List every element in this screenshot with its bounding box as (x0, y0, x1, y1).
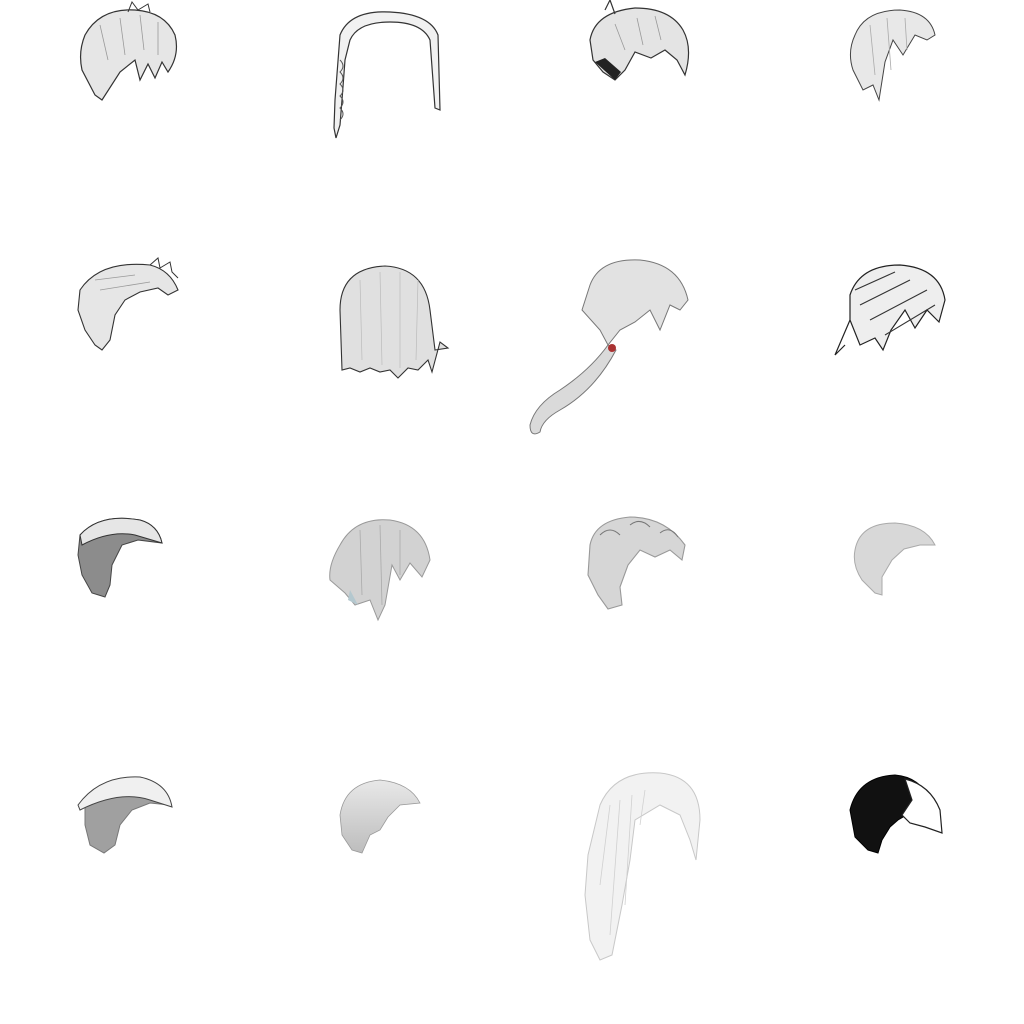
smooth-round-hair (300, 765, 540, 985)
messy-short-hair (40, 0, 280, 220)
long-flowing-hair (540, 765, 780, 985)
curly-tufted-hair (560, 505, 800, 725)
shaggy-gray-hair (300, 505, 540, 725)
spiky-bob-hair (555, 0, 795, 220)
smooth-cap-hair (820, 505, 1024, 725)
long-ponytail-hair (520, 250, 760, 470)
straight-bob-hair (300, 250, 540, 470)
swept-undercut-hair (40, 765, 280, 985)
wild-swept-hair (40, 250, 280, 470)
braided-outline-hair (290, 0, 530, 220)
pompadour-dark-hair (40, 505, 280, 725)
black-white-cap-hair (810, 765, 1024, 985)
bob-with-fringe-hair (815, 0, 1024, 220)
layered-spiky-hair (815, 250, 1024, 470)
